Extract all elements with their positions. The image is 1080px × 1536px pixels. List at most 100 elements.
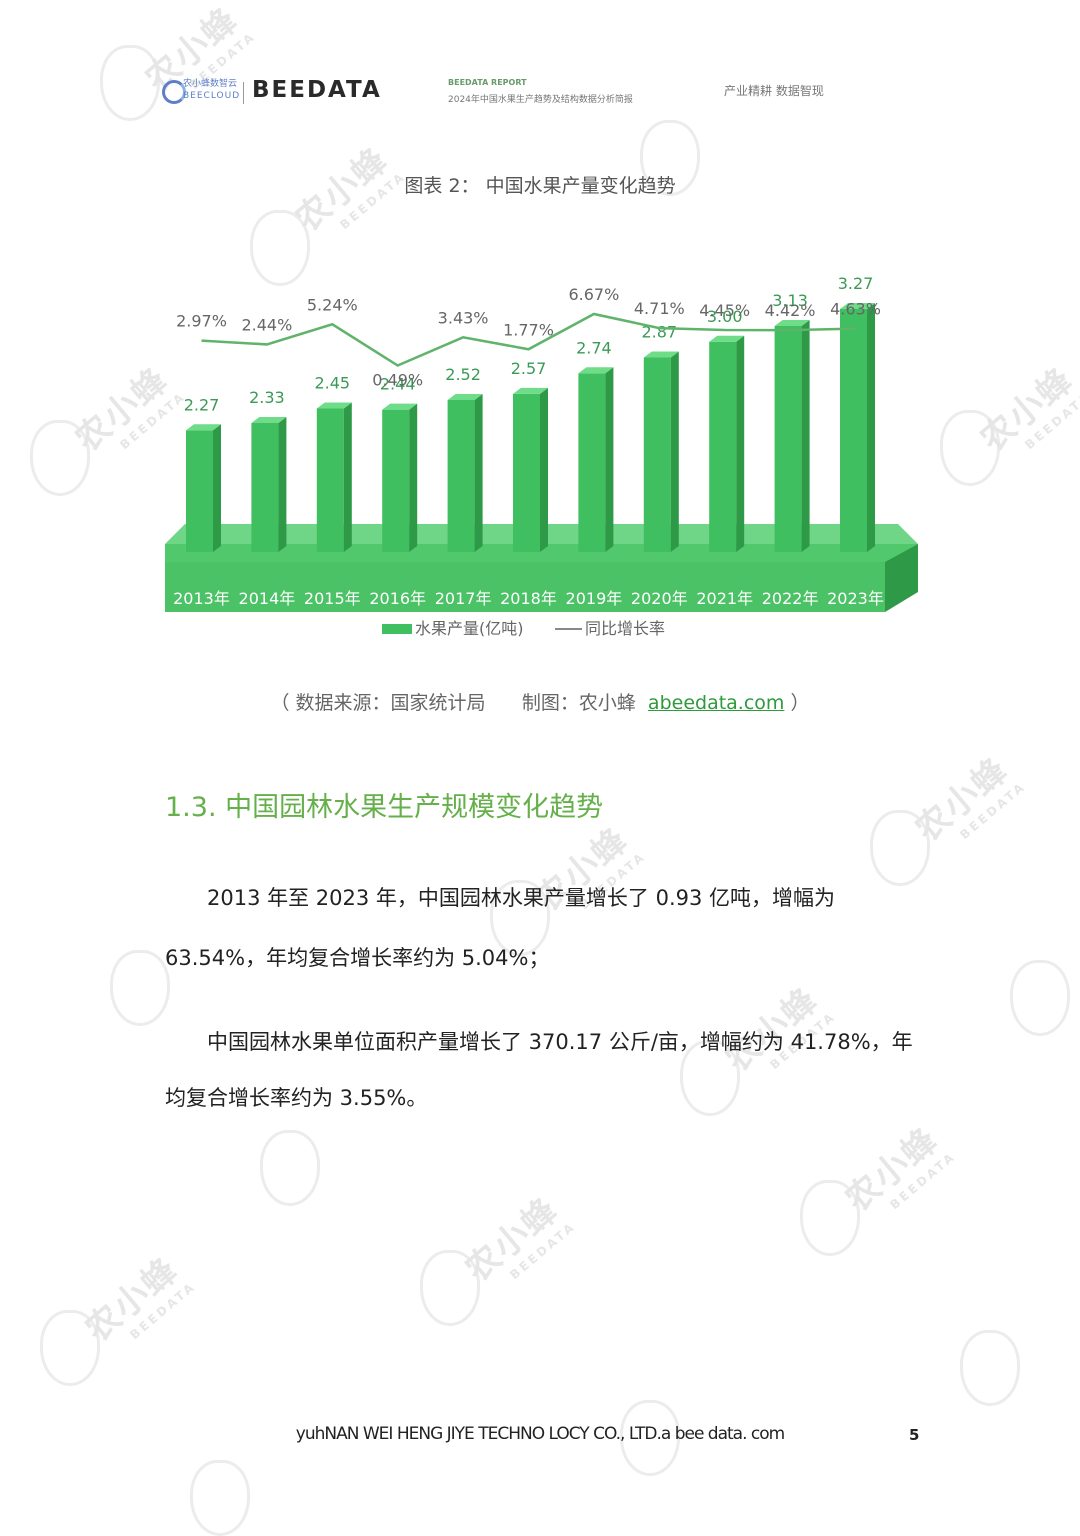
bar-top <box>251 416 287 423</box>
bar-side <box>409 403 418 552</box>
bar <box>578 373 606 552</box>
logo-en-text: BEECLOUD <box>183 91 241 101</box>
watermark: 农小蜂 BEEDATA <box>837 1119 959 1220</box>
bar-top <box>840 303 875 310</box>
x-tick-label: 2016年 <box>369 589 426 608</box>
bar-value-label: 2.33 <box>249 388 285 407</box>
watermark-icon <box>40 1310 100 1386</box>
bar-value-label: 2.57 <box>511 359 547 378</box>
x-tick-label: 2022年 <box>762 589 819 608</box>
bar-side <box>867 303 875 552</box>
watermark: 农小蜂 BEEDATA <box>972 359 1080 460</box>
watermark: 农小蜂 BEEDATA <box>457 1189 579 1290</box>
bar <box>643 357 671 552</box>
bar-value-label: 2.27 <box>184 395 220 414</box>
watermark-icon <box>420 1250 480 1326</box>
page-number: 5 <box>909 1426 920 1444</box>
bar-value-label: 2.52 <box>445 365 481 384</box>
bar <box>382 409 410 552</box>
bar-side <box>801 319 810 552</box>
bar <box>513 393 540 552</box>
bar-side <box>670 351 679 552</box>
bar <box>316 408 344 552</box>
growth-rate-label: 3.43% <box>438 308 489 327</box>
x-tick-label: 2013年 <box>173 589 230 608</box>
logo-cn-text: 农小蜂数智云 <box>183 79 238 89</box>
bar-side <box>213 424 221 552</box>
watermark-icon <box>30 420 90 496</box>
bar <box>709 341 737 552</box>
legend-label-line: 同比增长率 <box>585 619 665 638</box>
report-title: 2024年中国水果生产趋势及结构数据分析简报 <box>448 95 633 105</box>
watermark-icon <box>1010 960 1070 1036</box>
bar-top <box>774 319 810 326</box>
watermark-icon <box>110 950 170 1026</box>
watermark-icon <box>190 1460 250 1536</box>
growth-rate-label: 4.71% <box>634 299 685 318</box>
watermark-icon <box>260 1130 320 1206</box>
bar-top <box>643 351 679 358</box>
watermark: 农小蜂 BEEDATA <box>77 1249 199 1350</box>
fruit-output-chart: 2.27 2.332.45 2.442.52 2.572.742.873.003.13… <box>165 274 918 638</box>
bar-value-label: 3.00 <box>707 307 743 326</box>
source-prefix: （ 数据来源：国家统计局 <box>270 692 486 714</box>
bar-value-label: 2.45 <box>314 373 350 392</box>
page-header: 农小蜂数智云 BEECLOUD BEEDATA BEEDATA REPORT 2… <box>0 70 1080 120</box>
growth-rate-label: 4.42% <box>765 301 816 320</box>
x-tick-label: 2020年 <box>631 589 688 608</box>
source-suffix: ） <box>790 692 810 714</box>
watermark-icon <box>940 410 1000 486</box>
bar-top <box>316 402 352 409</box>
bar-top <box>578 367 614 374</box>
x-tick-label: 2014年 <box>239 589 296 608</box>
x-tick-label: 2021年 <box>696 589 753 608</box>
bar-top <box>447 393 483 400</box>
bar <box>447 399 475 552</box>
bar-value-label: 2.44 <box>380 375 416 394</box>
growth-rate-label: 0.49% <box>372 371 423 390</box>
chart-floor-front <box>165 562 885 612</box>
bar-value-label: 3.27 <box>838 274 874 293</box>
source-link[interactable]: abeedata.com <box>647 692 785 714</box>
x-tick-label: 2023年 <box>827 589 884 608</box>
bar-side <box>736 335 745 552</box>
bar-value-label: 2.74 <box>576 338 612 357</box>
x-tick-label: 2015年 <box>304 589 361 608</box>
body-paragraph-1: 2013 年至 2023 年，中国园林水果产量增长了 0.93 亿吨，增幅为 6… <box>165 886 836 970</box>
beecloud-logo-icon <box>162 80 186 104</box>
header-slogan: 产业精耕 数据智现 <box>724 84 824 98</box>
source-maker: 制图：农小蜂 <box>521 692 636 714</box>
x-tick-label: 2017年 <box>435 589 492 608</box>
growth-rate-label: 2.97% <box>176 312 227 331</box>
watermark-icon <box>960 1330 1020 1406</box>
growth-rate-label: 4.63% <box>830 300 881 319</box>
bar-top <box>709 335 745 342</box>
bar-side <box>540 387 548 552</box>
report-kicker: BEEDATA REPORT <box>448 78 527 87</box>
growth-rate-label: 2.44% <box>241 315 292 334</box>
bar-top <box>513 387 548 394</box>
figure-title: 图表 2： 中国水果产量变化趋势 <box>404 175 676 197</box>
bar-side <box>605 367 614 552</box>
bar-side <box>343 402 352 552</box>
brand-name: BEEDATA <box>252 77 382 103</box>
bar <box>251 422 279 552</box>
logo-divider <box>243 82 244 104</box>
bar-side <box>278 416 287 552</box>
footer-company: yuhNAN WEI HENG JIYE TECHNO LOCY CO., LT… <box>295 1424 785 1444</box>
growth-rate-label: 4.45% <box>699 301 750 320</box>
figure-source: （ 数据来源：国家统计局 制图：农小蜂 abeedata.com ） <box>0 688 1080 715</box>
bar-top <box>186 424 221 431</box>
bar-top <box>382 403 418 410</box>
bar-value-label: 3.13 <box>772 291 808 310</box>
bar <box>186 430 213 552</box>
legend-label-bar: 水果产量(亿吨) <box>415 619 524 638</box>
growth-rate-label: 5.24% <box>307 295 358 314</box>
x-tick-label: 2019年 <box>566 589 623 608</box>
growth-rate-label: 1.77% <box>503 320 554 339</box>
watermark: 农小蜂 BEEDATA <box>907 749 1029 850</box>
legend-swatch-bar <box>382 624 412 634</box>
chart-floor-side <box>885 544 918 612</box>
bar <box>774 325 802 552</box>
growth-rate-label: 6.67% <box>568 285 619 304</box>
